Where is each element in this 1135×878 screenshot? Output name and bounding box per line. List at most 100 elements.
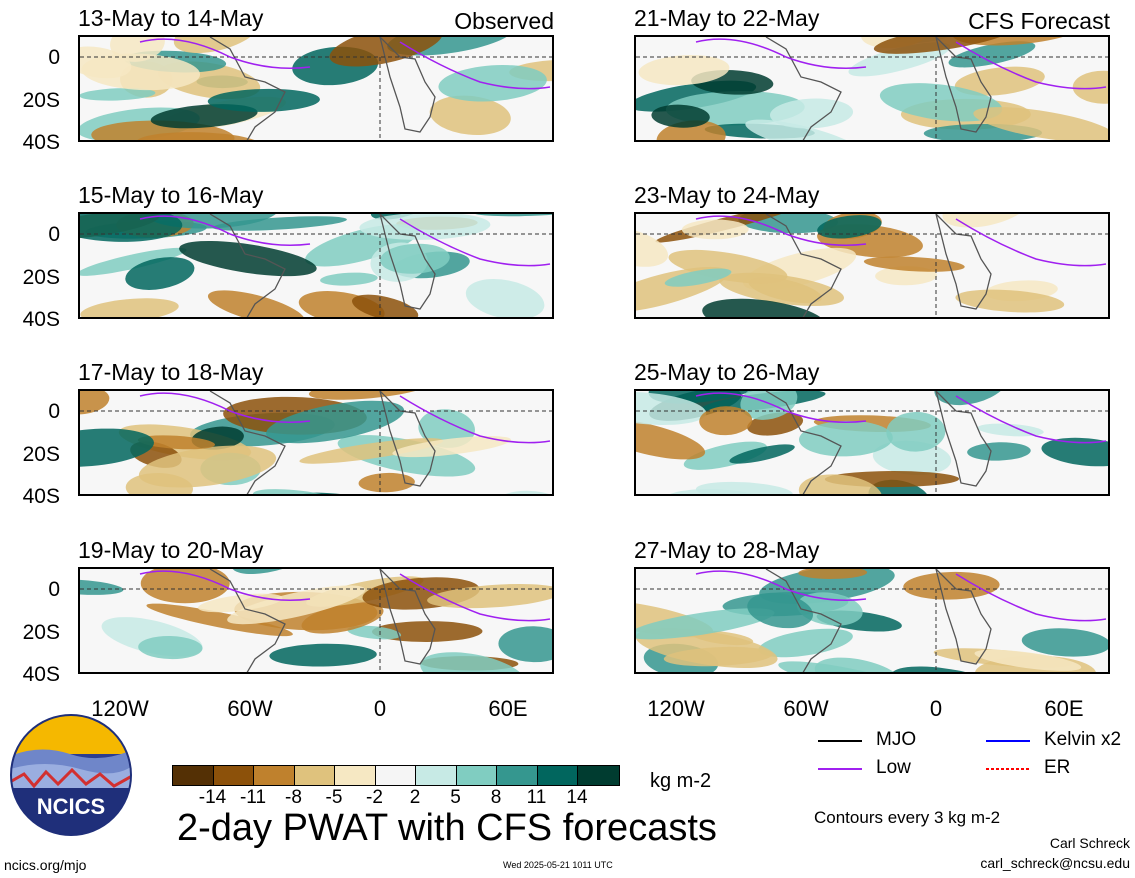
lat-tick-0: 0 xyxy=(48,46,60,69)
legend-kelvin: Kelvin x2 xyxy=(1044,729,1122,750)
africa-outline xyxy=(379,37,436,133)
email: carl_schreck@ncsu.edu xyxy=(980,855,1130,871)
colorbar-label: 11 xyxy=(526,787,547,808)
author: Carl Schreck xyxy=(1049,835,1130,851)
lon-tick-60w: 60W xyxy=(783,696,829,721)
panel-title-3: 17-May to 18-May xyxy=(78,359,264,385)
south-america-outline xyxy=(209,37,286,140)
lat-tick-40s: 40S xyxy=(22,663,60,686)
map-panel-7 xyxy=(634,389,1110,496)
south-america-outline xyxy=(765,37,842,140)
lon-tick-120w: 120W xyxy=(647,696,705,721)
map-panel-2 xyxy=(78,212,554,319)
legend-line-kelvin xyxy=(986,740,1030,742)
main-title: 2-day PWAT with CFS forecasts xyxy=(177,807,717,849)
contour-note: Contours every 3 kg m-2 xyxy=(814,808,1001,827)
map-panel-4 xyxy=(78,567,554,674)
colorbar-label: 5 xyxy=(450,787,461,808)
lat-tick-20s: 20S xyxy=(22,621,60,644)
legend-line-er xyxy=(986,768,1030,770)
panel-title-8: 27-May to 28-May xyxy=(634,537,820,563)
lat-tick-0: 0 xyxy=(48,578,60,601)
colorbar-swatch xyxy=(416,766,457,785)
africa-outline xyxy=(935,37,992,133)
south-america-outline xyxy=(209,569,286,672)
colorbar-swatch xyxy=(578,766,619,785)
colorbar-units: kg m-2 xyxy=(650,770,712,792)
lat-tick-20s: 20S xyxy=(22,443,60,466)
panel-title-7: 25-May to 26-May xyxy=(634,359,820,385)
colorbar-label: -5 xyxy=(325,787,343,808)
timestamp: Wed 2025-05-21 1011 UTC xyxy=(503,860,613,870)
website: ncics.org/mjo xyxy=(4,857,87,873)
south-america-outline xyxy=(765,569,842,672)
lon-tick-60e: 60E xyxy=(1044,696,1084,721)
colorbar-swatch xyxy=(537,766,578,785)
low-contour xyxy=(695,215,1107,267)
colorbar xyxy=(172,765,620,786)
low-contour xyxy=(695,392,1107,444)
colorbar-swatch xyxy=(213,766,254,785)
pwat-anomaly-field xyxy=(80,37,552,140)
legend-er: ER xyxy=(1044,757,1071,778)
legend-line-low xyxy=(818,768,862,770)
low-contour xyxy=(139,570,551,622)
lon-tick-60w: 60W xyxy=(227,696,273,721)
panel-title-2: 15-May to 16-May xyxy=(78,182,264,208)
lat-tick-40s: 40S xyxy=(22,485,60,508)
forecast-label: CFS Forecast xyxy=(968,8,1110,34)
south-america-outline xyxy=(209,391,286,494)
map-panel-3 xyxy=(78,389,554,496)
pwat-anomaly-field xyxy=(636,569,1108,672)
lon-tick-0: 0 xyxy=(373,696,387,721)
south-america-outline xyxy=(765,214,842,317)
legend-mjo: MJO xyxy=(876,729,917,750)
legend-low: Low xyxy=(876,757,911,778)
colorbar-swatch xyxy=(497,766,538,785)
map-panel-1 xyxy=(78,35,554,142)
panel-title-1: 13-May to 14-May xyxy=(78,5,264,31)
colorbar-swatch xyxy=(254,766,295,785)
africa-outline xyxy=(935,391,992,487)
legend-line-mjo xyxy=(818,740,862,742)
lon-tick-0: 0 xyxy=(929,696,943,721)
low-contour xyxy=(139,392,551,444)
colorbar-label: 2 xyxy=(409,787,421,808)
colorbar-label: -2 xyxy=(366,787,383,808)
panel-title-6: 23-May to 24-May xyxy=(634,182,820,208)
pwat-anomaly-field xyxy=(80,391,552,494)
pwat-anomaly-field xyxy=(80,214,552,317)
colorbar-label: -11 xyxy=(239,787,267,808)
lon-tick-60e: 60E xyxy=(488,696,528,721)
colorbar-label: 14 xyxy=(566,787,588,808)
map-panel-5 xyxy=(634,35,1110,142)
south-america-outline xyxy=(765,391,842,494)
lat-tick-40s: 40S xyxy=(22,308,60,331)
pwat-anomaly-field xyxy=(636,391,1108,494)
low-contour xyxy=(695,38,1107,90)
africa-outline xyxy=(935,214,992,310)
colorbar-swatch xyxy=(335,766,376,785)
colorbar-swatch xyxy=(456,766,497,785)
pwat-anomaly-field xyxy=(80,569,552,672)
colorbar-label: -8 xyxy=(285,787,302,808)
colorbar-label: 8 xyxy=(490,787,502,808)
africa-outline xyxy=(379,214,436,310)
south-america-outline xyxy=(209,214,286,317)
lat-tick-40s: 40S xyxy=(22,131,60,154)
lat-tick-0: 0 xyxy=(48,400,60,423)
panel-title-5: 21-May to 22-May xyxy=(634,5,820,31)
colorbar-swatch xyxy=(375,766,416,785)
africa-outline xyxy=(379,569,436,665)
africa-outline xyxy=(935,569,992,665)
panel-title-4: 19-May to 20-May xyxy=(78,537,264,563)
map-panel-8 xyxy=(634,567,1110,674)
colorbar-label: -14 xyxy=(198,787,227,808)
observed-label: Observed xyxy=(454,8,554,34)
low-contour xyxy=(139,215,551,267)
lon-tick-120w: 120W xyxy=(91,696,149,721)
colorbar-swatch xyxy=(173,766,214,785)
africa-outline xyxy=(379,391,436,487)
lat-tick-20s: 20S xyxy=(22,89,60,112)
lat-tick-20s: 20S xyxy=(22,266,60,289)
